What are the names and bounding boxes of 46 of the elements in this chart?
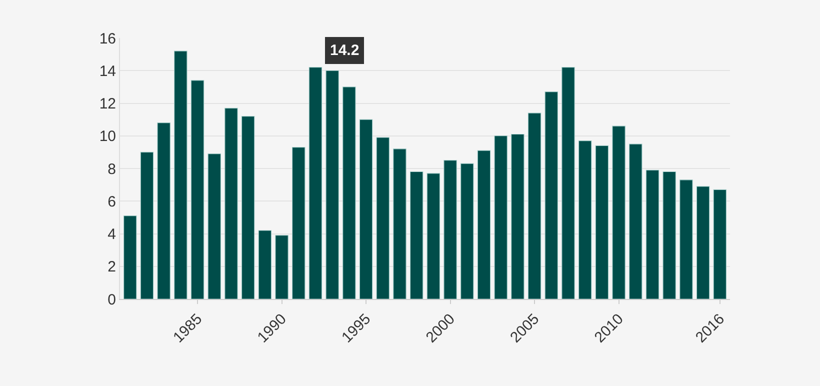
y-tick-label: 10 <box>99 128 116 146</box>
bar <box>174 50 188 299</box>
bar <box>208 154 221 299</box>
bar <box>241 116 255 299</box>
bar <box>494 136 508 299</box>
bar <box>680 180 693 299</box>
y-tick-label: 14 <box>99 62 116 80</box>
y-tick-label: 16 <box>99 30 116 48</box>
bar <box>646 170 660 299</box>
bar <box>426 173 440 299</box>
bar <box>359 119 373 299</box>
bar <box>477 150 491 299</box>
y-tick-label: 4 <box>108 226 116 243</box>
y-tick-label: 2 <box>108 258 116 276</box>
bar <box>393 148 406 299</box>
bar <box>308 67 322 299</box>
y-tick-label: 8 <box>108 160 116 178</box>
bar <box>157 122 170 299</box>
bar <box>696 186 710 299</box>
bar <box>444 160 457 299</box>
bar <box>326 70 339 299</box>
bar <box>123 216 137 299</box>
bar <box>376 137 390 299</box>
bar <box>595 145 609 299</box>
bar <box>258 230 272 299</box>
bar <box>224 108 238 299</box>
bar <box>629 144 642 299</box>
bar <box>713 189 727 299</box>
bar <box>292 146 306 299</box>
bar <box>275 235 288 299</box>
annotation: 14.2 <box>330 42 360 59</box>
bar <box>578 140 592 299</box>
y-tick-label: 6 <box>108 193 116 210</box>
bar <box>140 152 154 299</box>
bar <box>528 112 542 299</box>
bar <box>460 163 474 299</box>
bar <box>562 67 575 299</box>
bar <box>190 80 204 299</box>
y-tick-label: 12 <box>99 96 116 112</box>
bar <box>662 171 676 299</box>
bar <box>544 92 558 299</box>
bar <box>410 171 424 299</box>
y-tick-label: 0 <box>108 291 116 308</box>
bar <box>511 134 524 299</box>
bar <box>342 86 356 299</box>
bar <box>612 126 626 299</box>
